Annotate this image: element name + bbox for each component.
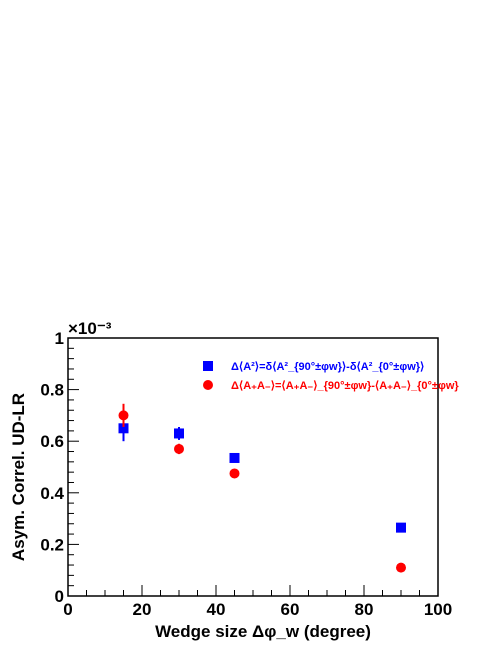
- x-tick-label: 80: [355, 600, 374, 619]
- data-marks: [118, 403, 406, 573]
- legend-entry-aplus-aminus: Δ⟨A₊A₋⟩=⟨A₊A₋⟩_{90°±φw}-⟨A₊A₋⟩_{0°±φw}: [231, 380, 459, 392]
- y-multiplier-label: ×10⁻³: [68, 319, 112, 338]
- y-tick-label: 0: [55, 587, 64, 606]
- axis-ticks: [67, 337, 439, 597]
- x-tick-label: 60: [281, 600, 300, 619]
- y-tick-label: 0.8: [40, 381, 64, 400]
- x-axis-label: Wedge size Δφ_w (degree): [155, 622, 371, 641]
- x-tick-label: 100: [424, 600, 452, 619]
- y-tick-label: 1: [55, 329, 64, 348]
- y-tick-label: 0.6: [40, 432, 64, 451]
- data-point-circle: [396, 562, 406, 573]
- legend-marker-circle: [203, 380, 213, 390]
- legend-entry-a2: Δ⟨A²⟩=δ⟨A²_{90°±φw}⟩-δ⟨A²_{0°±φw}⟩: [231, 361, 424, 373]
- tick-labels: 0 20 40 60 80 100 0 0.2 0.4 0.6 0.8 1: [40, 329, 452, 619]
- data-point-circle: [118, 410, 129, 421]
- data-point-square: [396, 522, 406, 533]
- x-tick-label: 40: [207, 600, 226, 619]
- y-tick-label: 0.4: [40, 484, 64, 503]
- data-point-circle: [229, 468, 240, 479]
- legend: Δ⟨A²⟩=δ⟨A²_{90°±φw}⟩-δ⟨A²_{0°±φw}⟩ Δ⟨A₊A…: [203, 361, 459, 392]
- data-point-circle: [174, 443, 184, 454]
- legend-marker-square: [203, 361, 213, 371]
- data-point-square: [229, 452, 240, 463]
- x-tick-label: 20: [133, 600, 152, 619]
- y-tick-label: 0.2: [40, 535, 64, 554]
- data-point-square: [118, 423, 129, 434]
- plot-frame: [67, 337, 439, 597]
- x-tick-label: 0: [63, 600, 72, 619]
- y-axis-label: Asym. Correl. UD-LR: [9, 393, 28, 561]
- data-point-square: [174, 428, 184, 439]
